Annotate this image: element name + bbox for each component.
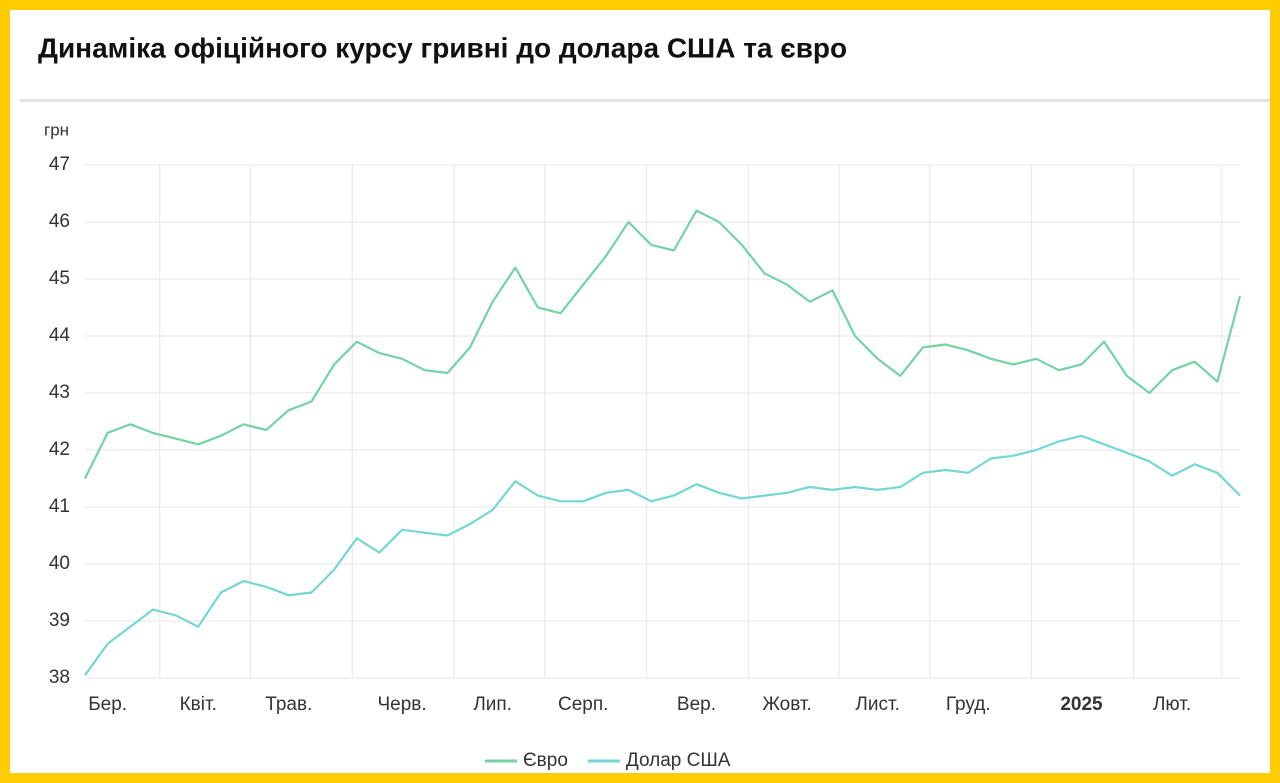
x-tick-label: Лют.: [1153, 694, 1191, 715]
y-axis-unit: грн: [44, 120, 69, 139]
frame: [10, 10, 1270, 773]
x-tick-label: Груд.: [946, 694, 991, 715]
y-tick-label: 47: [49, 154, 70, 175]
x-tick-label: Квіт.: [180, 694, 217, 715]
line: [84, 434, 1241, 676]
y-tick-label: 40: [49, 553, 70, 574]
x-tick-label: Лип.: [473, 694, 512, 715]
x-tick-label: Вер.: [677, 694, 716, 715]
x-tick-label: Бер.: [88, 694, 127, 715]
x-tick-label: Серп.: [558, 694, 608, 715]
y-tick-label: 41: [49, 496, 70, 517]
line: [84, 209, 1242, 479]
y-tick-label: 39: [49, 610, 70, 631]
x-tick-label: Жовт.: [762, 694, 811, 715]
x-tick-label: Черв.: [377, 694, 426, 715]
x-tick-label: 2025: [1060, 694, 1103, 715]
x-tick-label: Трав.: [265, 694, 312, 715]
legend-label: Євро: [523, 750, 568, 771]
y-tick-label: 43: [49, 382, 70, 403]
chart-title: Динаміка офіційного курсу гривні до дола…: [38, 32, 847, 63]
y-tick-label: 44: [49, 325, 71, 346]
separator: [20, 99, 1270, 102]
y-tick-label: 38: [49, 667, 70, 688]
x-tick-label: Лист.: [855, 694, 899, 715]
y-tick-label: 45: [49, 268, 70, 289]
y-tick-label: 46: [49, 211, 70, 232]
y-tick-label: 42: [49, 439, 70, 460]
legend-label: Долар США: [626, 750, 731, 771]
